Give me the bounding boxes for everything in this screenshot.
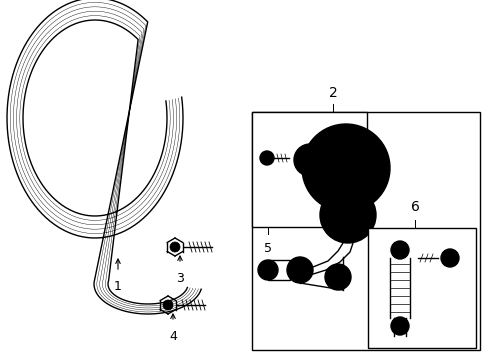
Bar	[251, 112, 366, 227]
Circle shape	[394, 321, 404, 331]
Circle shape	[331, 154, 359, 182]
Bar	[267, 260, 289, 280]
Text: 2: 2	[328, 86, 337, 100]
Circle shape	[444, 253, 454, 263]
Text: 1: 1	[114, 280, 122, 293]
Circle shape	[325, 264, 350, 290]
Bar	[251, 112, 479, 350]
Text: 6: 6	[410, 200, 419, 214]
Circle shape	[301, 151, 318, 169]
Circle shape	[302, 124, 389, 212]
Circle shape	[390, 317, 408, 335]
Circle shape	[330, 270, 345, 284]
Circle shape	[292, 263, 306, 277]
Circle shape	[330, 198, 364, 232]
Text: 4: 4	[169, 330, 177, 343]
Circle shape	[324, 146, 367, 190]
Circle shape	[440, 249, 458, 267]
Circle shape	[338, 161, 352, 175]
Circle shape	[264, 155, 269, 161]
Circle shape	[305, 156, 313, 164]
Circle shape	[394, 245, 404, 255]
Circle shape	[260, 151, 273, 165]
Text: 3: 3	[176, 272, 183, 285]
Circle shape	[286, 257, 312, 283]
Circle shape	[337, 205, 357, 225]
Circle shape	[263, 265, 272, 275]
Circle shape	[390, 241, 408, 259]
Circle shape	[319, 187, 375, 243]
Text: 5: 5	[264, 242, 271, 255]
Circle shape	[163, 300, 173, 310]
Circle shape	[342, 210, 352, 220]
Circle shape	[325, 192, 370, 238]
Circle shape	[315, 138, 375, 198]
Circle shape	[258, 260, 278, 280]
Bar	[367, 228, 475, 348]
Circle shape	[170, 242, 180, 252]
Circle shape	[307, 130, 383, 206]
Circle shape	[293, 144, 325, 176]
